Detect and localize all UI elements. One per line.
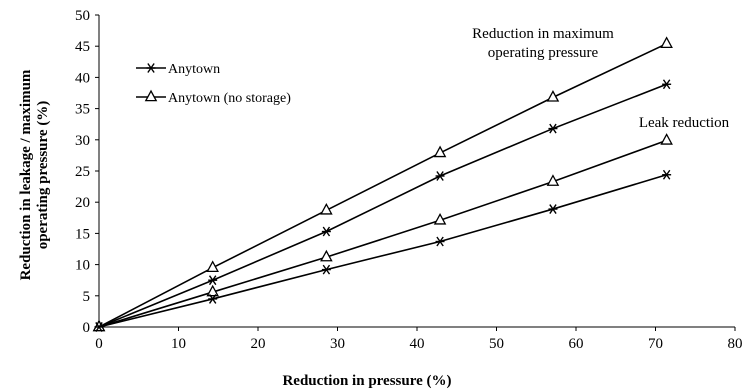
- star-marker-stroke: [147, 63, 155, 73]
- annotation-max-pressure-line1: Reduction in maximum: [472, 26, 614, 42]
- series-line: [98, 42, 667, 328]
- data-point: [548, 123, 558, 134]
- star-marker-stroke: [208, 294, 217, 304]
- data-point: [660, 36, 673, 48]
- y-tick-label: 35: [75, 102, 90, 118]
- annotation-max-pressure-line2: operating pressure: [488, 45, 599, 61]
- x-tick-label: 0: [95, 336, 103, 352]
- data-point: [435, 236, 445, 247]
- data-point: [433, 212, 447, 225]
- y-axis-title: Reduction in leakage / maximumoperating …: [18, 69, 51, 280]
- legend-item: Anytown (no storage): [136, 89, 291, 106]
- star-marker-stroke: [549, 123, 557, 134]
- y-tick-label: 25: [75, 164, 90, 180]
- annotations: Reduction in maximum operating pressure Le…: [472, 26, 730, 131]
- x-tick-label: 70: [648, 336, 663, 352]
- legend-marker: [144, 89, 158, 102]
- data-point: [660, 133, 673, 145]
- legend-label: Anytown: [168, 62, 220, 77]
- star-marker-stroke: [436, 236, 444, 247]
- y-tick-label: 30: [75, 133, 90, 149]
- star-marker-stroke: [322, 264, 331, 275]
- data-point: [321, 264, 331, 275]
- x-tick-label: 40: [410, 336, 425, 352]
- legend-item: Anytown: [136, 62, 220, 77]
- legend-marker: [146, 63, 156, 73]
- star-marker-stroke: [662, 79, 671, 90]
- y-tick-label: 50: [75, 8, 90, 24]
- data-point: [208, 294, 218, 304]
- x-tick-label: 30: [330, 336, 345, 352]
- series-layer: [92, 36, 673, 332]
- y-tick-label: 15: [75, 226, 90, 242]
- data-point: [433, 145, 447, 158]
- y-axis-title-line: operating pressure (%): [35, 101, 51, 250]
- x-tick-label: 60: [569, 336, 584, 352]
- data-point: [321, 226, 331, 237]
- series-star: [94, 169, 672, 332]
- y-tick-label: 20: [75, 195, 90, 211]
- y-tick-label: 5: [83, 289, 91, 305]
- y-axis-title-line: Reduction in leakage / maximum: [18, 69, 34, 280]
- data-point: [546, 174, 560, 186]
- series-line: [98, 83, 667, 328]
- y-tick-label: 40: [75, 70, 90, 86]
- data-point: [208, 275, 218, 286]
- legend-label: Anytown (no storage): [168, 91, 291, 106]
- series-line: [98, 139, 667, 328]
- star-marker-stroke: [208, 275, 217, 286]
- data-point: [320, 249, 333, 262]
- data-point: [546, 90, 560, 102]
- x-tick-label: 10: [171, 336, 186, 352]
- annotation-leak-reduction: Leak reduction: [639, 115, 730, 131]
- series-triangle: [92, 133, 673, 332]
- data-point: [320, 202, 333, 215]
- legend: Anytown Anytown (no storage): [136, 62, 291, 106]
- data-point: [94, 322, 104, 332]
- data-point: [435, 171, 445, 181]
- x-axis-title: Reduction in pressure (%): [282, 373, 451, 389]
- star-marker-stroke: [436, 171, 444, 181]
- data-point: [206, 284, 219, 297]
- data-point: [662, 79, 672, 90]
- y-tick-label: 0: [83, 320, 91, 336]
- star-marker-stroke: [322, 226, 331, 237]
- star-marker-stroke: [95, 322, 103, 332]
- data-point: [662, 169, 672, 180]
- y-tick-label: 10: [75, 258, 90, 274]
- star-marker-stroke: [662, 169, 671, 180]
- series-triangle: [92, 36, 673, 332]
- star-marker-stroke: [549, 204, 557, 214]
- series-line: [98, 173, 667, 328]
- y-tick-label: 45: [75, 39, 90, 55]
- x-tick-label: 50: [489, 336, 504, 352]
- axes: 0 5 10 15 20 25 30 35 40 45 50 0 10 20 30 40 50 60 70 80 Red…: [18, 8, 743, 389]
- x-tick-label: 20: [251, 336, 266, 352]
- data-point: [548, 204, 558, 214]
- series-star: [94, 79, 672, 332]
- data-point: [206, 260, 219, 273]
- x-tick-label: 80: [728, 336, 743, 352]
